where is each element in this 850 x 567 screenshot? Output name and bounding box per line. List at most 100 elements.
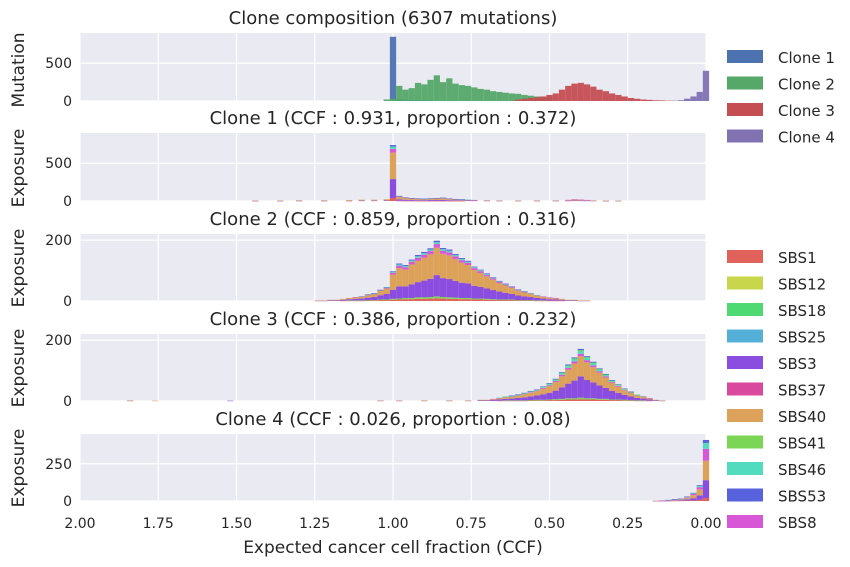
bar-segment xyxy=(546,392,553,400)
legend-item: SBS53 xyxy=(727,488,826,506)
bar-segment xyxy=(665,500,672,502)
bar-segment xyxy=(677,499,685,501)
bar-segment xyxy=(227,400,234,402)
bar-segment xyxy=(396,199,403,201)
bar-segment xyxy=(490,277,497,279)
bar-segment xyxy=(389,271,397,272)
bar-segment xyxy=(364,294,372,296)
bar-segment xyxy=(295,200,303,201)
bar-segment xyxy=(665,500,672,502)
x-tick-label: 1.50 xyxy=(221,516,252,532)
bar-segment xyxy=(321,300,328,301)
bar-segment xyxy=(558,398,566,400)
bar-segment xyxy=(515,394,522,396)
bar-segment xyxy=(490,279,497,291)
bar-segment xyxy=(552,379,559,381)
bar-segment xyxy=(696,499,703,501)
bar-segment xyxy=(402,267,409,270)
bar-segment xyxy=(621,389,628,390)
bar-segment xyxy=(402,297,409,300)
bar-segment xyxy=(546,297,553,300)
bar-segment xyxy=(515,289,522,290)
bar-segment xyxy=(402,197,409,198)
bar-segment xyxy=(552,380,559,383)
bar-segment xyxy=(377,400,384,402)
bar-segment xyxy=(558,387,566,399)
bar-segment xyxy=(590,200,597,202)
bar-segment xyxy=(602,375,609,377)
bar-segment xyxy=(583,399,591,401)
bar-segment xyxy=(389,271,397,273)
bar-segment xyxy=(640,396,647,397)
bar-segment xyxy=(540,388,547,395)
bar-segment xyxy=(327,299,334,301)
bar xyxy=(389,36,397,101)
bar-segment xyxy=(659,400,666,401)
bar-segment xyxy=(533,200,541,201)
bar-segment xyxy=(640,396,647,399)
bar-segment xyxy=(483,273,491,274)
bar-segment xyxy=(540,387,547,388)
bar-segment xyxy=(515,295,522,301)
bar-segment xyxy=(608,379,616,381)
bar-segment xyxy=(508,396,516,397)
bar-segment xyxy=(371,200,378,202)
bar-segment xyxy=(402,265,409,266)
bar xyxy=(521,94,528,101)
bar-segment xyxy=(671,499,678,501)
bar-segment xyxy=(577,300,584,301)
bar-segment xyxy=(596,371,603,373)
bar-segment xyxy=(590,367,597,383)
bar-segment xyxy=(477,399,484,401)
legend-label: Clone 2 xyxy=(778,76,835,94)
bar-segment xyxy=(502,397,509,399)
bar-segment xyxy=(414,200,422,201)
bar-segment xyxy=(321,200,328,202)
bar-segment xyxy=(383,288,390,294)
bar-segment xyxy=(464,265,472,284)
bar-segment xyxy=(521,291,528,293)
bar-segment xyxy=(533,389,541,391)
bar-segment xyxy=(377,299,384,301)
legend-swatch xyxy=(727,50,763,63)
bar xyxy=(490,91,497,101)
bar-segment xyxy=(533,390,541,392)
bar-segment xyxy=(458,200,465,202)
bar-segment xyxy=(408,284,415,298)
bar-segment xyxy=(490,277,497,278)
bar-segment xyxy=(533,294,541,296)
bar-segment xyxy=(452,280,459,298)
bar-segment xyxy=(389,145,397,147)
bar-segment xyxy=(396,263,403,265)
bar-segment xyxy=(527,300,534,301)
legend-item: Clone 3 xyxy=(727,102,835,120)
bar-segment xyxy=(252,200,259,201)
bar-segment xyxy=(477,272,484,287)
bar xyxy=(421,84,428,101)
bar-segment xyxy=(352,298,359,301)
bar-segment xyxy=(540,387,547,389)
bar-segment xyxy=(396,268,403,287)
y-tick-label: 250 xyxy=(45,457,72,473)
bar-segment xyxy=(383,200,390,201)
bar-segment xyxy=(358,298,365,301)
bar-segment xyxy=(571,199,578,200)
bar-segment xyxy=(414,298,422,301)
bar-segment xyxy=(646,399,653,401)
bar-segment xyxy=(533,300,541,302)
bar xyxy=(433,75,440,101)
bar-segment xyxy=(402,269,409,287)
bar-segment xyxy=(452,200,459,202)
bar xyxy=(483,89,491,101)
legend-item: SBS18 xyxy=(727,302,826,320)
bar-segment xyxy=(452,258,459,281)
bar-segment xyxy=(433,240,440,243)
bar-segment xyxy=(458,260,465,263)
bar-segment xyxy=(702,439,710,443)
bar-segment xyxy=(608,380,616,382)
bar-segment xyxy=(540,386,547,387)
bar-segment xyxy=(533,295,541,298)
bar-segment xyxy=(684,497,691,498)
bar-segment xyxy=(402,200,409,202)
bar xyxy=(627,97,635,101)
